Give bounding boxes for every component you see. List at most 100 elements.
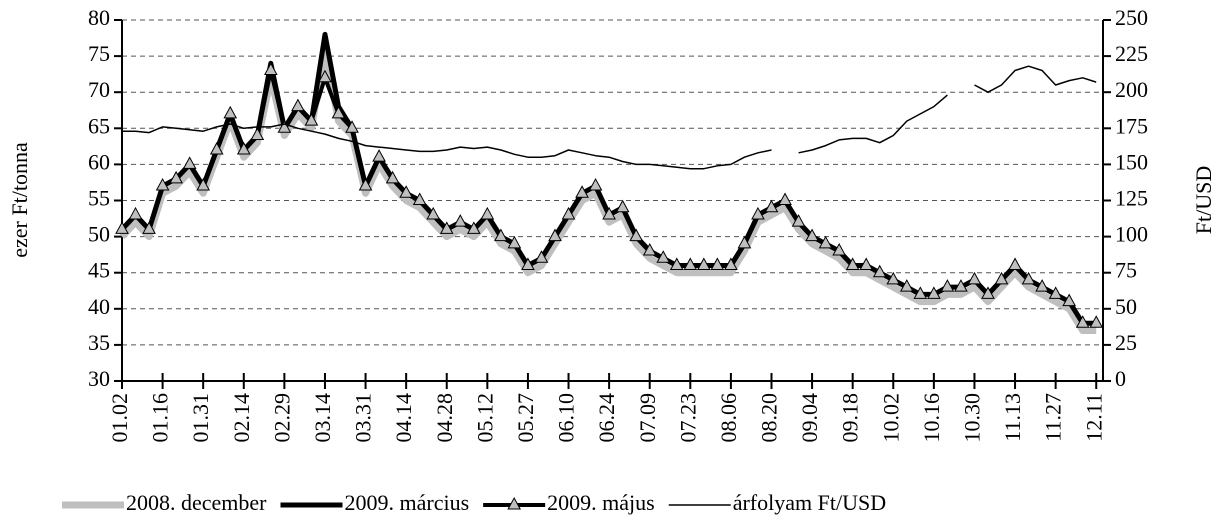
point-marker	[561, 206, 576, 220]
point-marker	[1021, 271, 1036, 285]
y-tick-label: 55	[88, 186, 110, 211]
point-marker	[669, 257, 684, 270]
point-marker	[236, 141, 251, 155]
point-marker	[291, 98, 305, 112]
point-marker	[1089, 315, 1104, 328]
x-tick-label: 07.23	[675, 393, 700, 443]
point-marker	[169, 170, 183, 184]
point-marker	[1035, 279, 1049, 292]
y-tick-label: 60	[88, 149, 110, 174]
x-tick-label: 11.13	[1000, 393, 1025, 442]
point-marker	[142, 221, 156, 234]
x-tick-label: 01.02	[107, 393, 132, 443]
point-marker	[615, 199, 630, 213]
point-marker	[453, 214, 468, 227]
y2-tick-label: 225	[1115, 41, 1148, 66]
y2-tick-label: 50	[1115, 294, 1137, 319]
point-marker	[737, 235, 752, 249]
point-marker	[845, 257, 860, 270]
y-tick-label: 40	[88, 294, 110, 319]
point-marker	[1008, 257, 1022, 270]
y-tick-label: 75	[88, 41, 110, 66]
y2-tick-label: 150	[1115, 149, 1148, 174]
point-marker	[439, 221, 454, 234]
point-marker	[304, 113, 319, 126]
x-tick-label: 05.27	[513, 393, 538, 443]
y2-tick-label: 250	[1115, 5, 1148, 30]
x-tick-label: 02.29	[269, 393, 294, 443]
point-marker	[981, 286, 995, 299]
point-marker	[575, 185, 589, 198]
point-marker	[805, 228, 819, 242]
x-tick-label: 04.14	[391, 393, 416, 443]
point-marker	[358, 178, 373, 191]
x-tick-label: 03.31	[351, 393, 376, 443]
point-marker	[182, 156, 197, 169]
y-tick-label: 45	[88, 258, 110, 283]
point-marker	[683, 257, 698, 270]
y-axis-title: ezer Ft/tonna	[7, 142, 32, 258]
x-tick-label: 10.30	[960, 393, 985, 443]
point-marker	[250, 127, 265, 141]
legend-label: árfolyam Ft/USD	[733, 490, 886, 515]
y2-tick-label: 25	[1115, 330, 1137, 355]
legend-label: 2008. december	[126, 490, 267, 515]
y-tick-label: 35	[88, 330, 110, 355]
point-marker	[412, 192, 427, 205]
y2-tick-label: 0	[1115, 366, 1126, 391]
legend-marker	[507, 496, 521, 510]
point-marker	[724, 257, 738, 270]
legend-label: 2009. március	[345, 490, 470, 515]
x-tick-label: 12.11	[1081, 393, 1106, 442]
y-tick-label: 80	[88, 5, 110, 30]
point-marker	[277, 120, 292, 133]
series-line	[122, 65, 1097, 170]
point-marker	[115, 221, 129, 234]
series-line	[119, 45, 1097, 334]
x-tick-label: 01.31	[188, 393, 213, 443]
y-tick-label: 30	[88, 366, 110, 391]
point-marker	[263, 62, 278, 76]
point-marker	[548, 228, 562, 242]
point-marker	[967, 271, 982, 285]
point-marker	[534, 250, 549, 263]
point-marker	[940, 279, 955, 292]
point-marker	[426, 206, 441, 220]
point-marker	[521, 257, 535, 270]
x-tick-label: 01.16	[148, 393, 173, 443]
point-marker	[886, 271, 901, 285]
x-tick-label: 06.24	[594, 393, 619, 443]
x-tick-label: 08.20	[757, 393, 782, 443]
y2-tick-label: 125	[1115, 186, 1148, 211]
point-marker	[494, 228, 508, 242]
point-marker	[507, 235, 522, 249]
x-tick-label: 10.02	[878, 393, 903, 443]
x-tick-label: 03.14	[310, 393, 335, 443]
y-tick-label: 70	[88, 77, 110, 102]
point-marker	[588, 178, 603, 191]
y2-axis-title: Ft/USD	[1191, 166, 1216, 234]
point-marker	[345, 120, 359, 133]
x-tick-label: 10.16	[919, 393, 944, 443]
point-marker	[927, 286, 941, 299]
point-marker	[832, 242, 846, 256]
point-marker	[602, 206, 616, 220]
y2-tick-label: 175	[1115, 113, 1148, 138]
x-tick-label: 04.28	[432, 393, 457, 443]
point-marker	[778, 192, 792, 205]
x-tick-label: 08.06	[716, 393, 741, 443]
point-marker	[331, 105, 346, 119]
point-marker	[954, 279, 968, 292]
point-marker	[751, 206, 765, 220]
point-marker	[629, 228, 644, 242]
y2-tick-label: 100	[1115, 222, 1148, 247]
point-marker	[196, 178, 211, 191]
y-tick-label: 50	[88, 222, 110, 247]
point-marker	[642, 242, 657, 256]
x-tick-label: 02.14	[229, 393, 254, 443]
point-marker	[710, 257, 725, 270]
y2-tick-label: 200	[1115, 77, 1148, 102]
point-marker	[1075, 315, 1090, 328]
point-marker	[696, 257, 711, 270]
